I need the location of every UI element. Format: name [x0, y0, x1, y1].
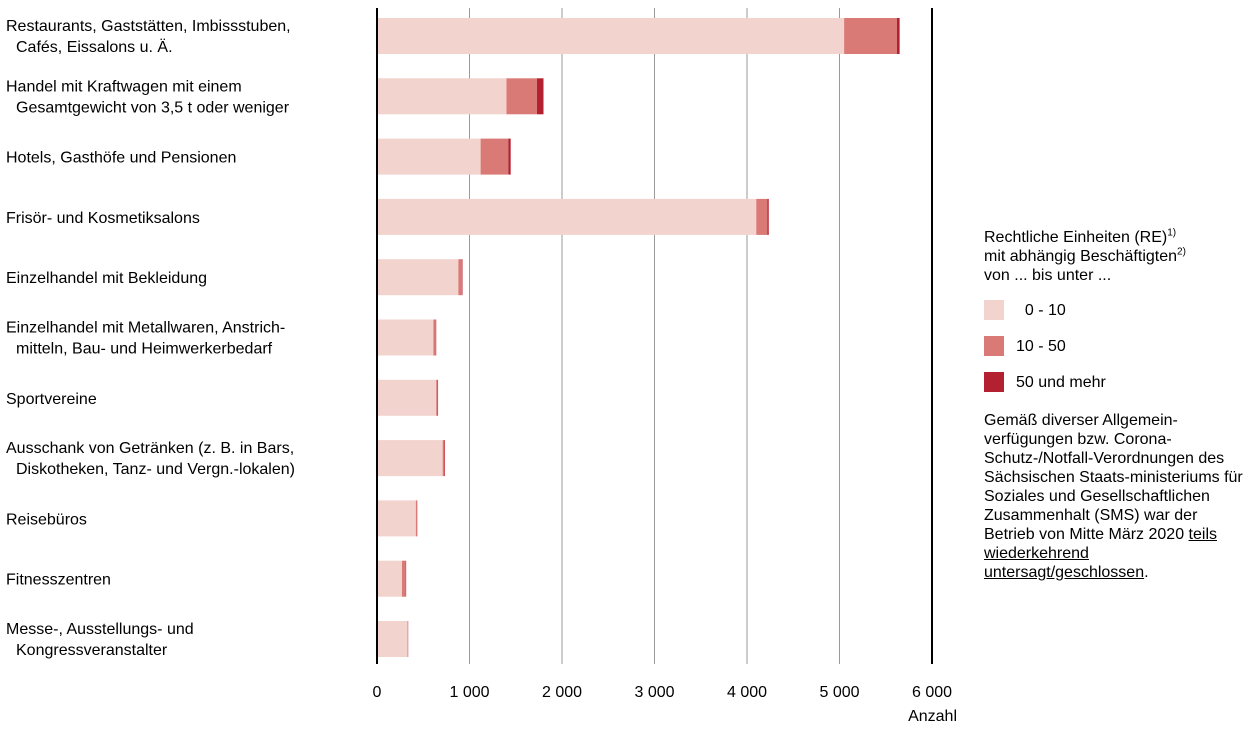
legend-item-medium: 10 - 50 — [984, 335, 1246, 357]
legend-title-line-2: mit abhängig Beschäftigten2) — [984, 247, 1246, 266]
bar-segment — [416, 500, 417, 536]
legend-title-line-3: von ... bis unter ... — [984, 266, 1246, 285]
legend-title-line-1: Rechtliche Einheiten (RE)1) — [984, 228, 1246, 247]
bar-segment — [433, 320, 435, 356]
legend-swatch-medium — [984, 336, 1004, 356]
category-label: Fitnesszentren — [6, 572, 111, 589]
category-label: Sportvereine — [6, 391, 97, 408]
bar-segment — [767, 199, 768, 235]
x-tick-label: 6 000 — [912, 684, 952, 701]
category-label: Restaurants, Gaststätten, Imbissstuben, — [6, 18, 291, 35]
category-label: Einzelhandel mit Bekleidung — [6, 270, 207, 287]
bar-segment — [897, 18, 900, 54]
bar-segment — [436, 380, 437, 416]
legend-swatch-large — [984, 372, 1004, 392]
bar-segment — [377, 621, 408, 657]
x-tick-label: 1 000 — [449, 684, 489, 701]
bar-segment — [481, 139, 509, 175]
x-axis-label: Anzahl — [908, 708, 957, 725]
category-label: Kongressveranstalter — [16, 642, 168, 659]
category-label: Ausschank von Getränken (z. B. in Bars, — [6, 440, 294, 457]
footnote-2-marker: 2) — [1177, 247, 1186, 258]
category-label: Handel mit Kraftwagen mit einem — [6, 78, 242, 95]
legend-title-text-3: von ... bis unter ... — [984, 267, 1111, 284]
legend-item-large: 50 und mehr — [984, 371, 1246, 393]
bar-segment — [508, 139, 510, 175]
x-tick-label: 4 000 — [727, 684, 767, 701]
category-label: mitteln, Bau- und Heimwerkerbedarf — [16, 341, 273, 358]
footnote-1-marker: 1) — [1167, 228, 1176, 239]
legend-title-text-1: Rechtliche Einheiten (RE) — [984, 229, 1167, 246]
x-tick-label: 5 000 — [819, 684, 859, 701]
legend-label-small: 0 - 10 — [1016, 301, 1066, 320]
note-end: . — [1144, 564, 1148, 581]
category-label: Reisebüros — [6, 511, 87, 528]
category-label: Messe-, Ausstellungs- und — [6, 621, 194, 638]
bar-segment — [507, 78, 538, 114]
bar-segment — [377, 440, 443, 476]
bar-layer — [377, 18, 900, 657]
bar-segment — [756, 199, 767, 235]
category-label: Einzelhandel mit Metallwaren, Anstrich- — [6, 320, 285, 337]
legend-label-large: 50 und mehr — [1016, 373, 1106, 392]
bar-segment — [377, 18, 844, 54]
bar-segment — [377, 500, 416, 536]
legend-title: Rechtliche Einheiten (RE)1) mit abhängig… — [984, 228, 1246, 285]
category-label: Cafés, Eissalons u. Ä. — [16, 38, 173, 56]
bar-segment — [377, 259, 458, 295]
bar-segment — [443, 440, 445, 476]
bar-segment — [377, 561, 402, 597]
label-layer: 0 1 000 2 000 3 000 4 000 5 000 6 000 Restauran… — [6, 18, 957, 725]
legend: Rechtliche Einheiten (RE)1) mit abhängig… — [984, 228, 1246, 582]
bar-segment — [377, 139, 481, 175]
note-text: Gemäß diverser Allgemein-verfügungen bzw… — [984, 412, 1243, 543]
x-tick-label: 2 000 — [542, 684, 582, 701]
bar-segment — [844, 18, 897, 54]
legend-item-small: 0 - 10 — [984, 299, 1246, 321]
bar-segment — [377, 78, 507, 114]
bar-segment — [537, 78, 543, 114]
legend-swatch-small — [984, 300, 1004, 320]
category-label: Frisör- und Kosmetiksalons — [6, 210, 200, 227]
legend-label-medium: 10 - 50 — [1016, 337, 1066, 356]
legend-note: Gemäß diverser Allgemein-verfügungen bzw… — [984, 411, 1246, 582]
bar-segment — [377, 380, 436, 416]
bar-segment — [377, 320, 433, 356]
legend-title-text-2: mit abhängig Beschäftigten — [984, 248, 1177, 265]
bar-segment — [402, 561, 406, 597]
x-tick-label: 0 — [373, 684, 382, 701]
bar-segment — [377, 199, 756, 235]
x-tick-label: 3 000 — [634, 684, 674, 701]
category-label: Hotels, Gasthöfe und Pensionen — [6, 150, 236, 167]
bar-segment — [458, 259, 462, 295]
category-label: Diskotheken, Tanz- und Vergn.-lokalen) — [16, 461, 295, 478]
category-label: Gesamtgewicht von 3,5 t oder weniger — [16, 99, 290, 116]
